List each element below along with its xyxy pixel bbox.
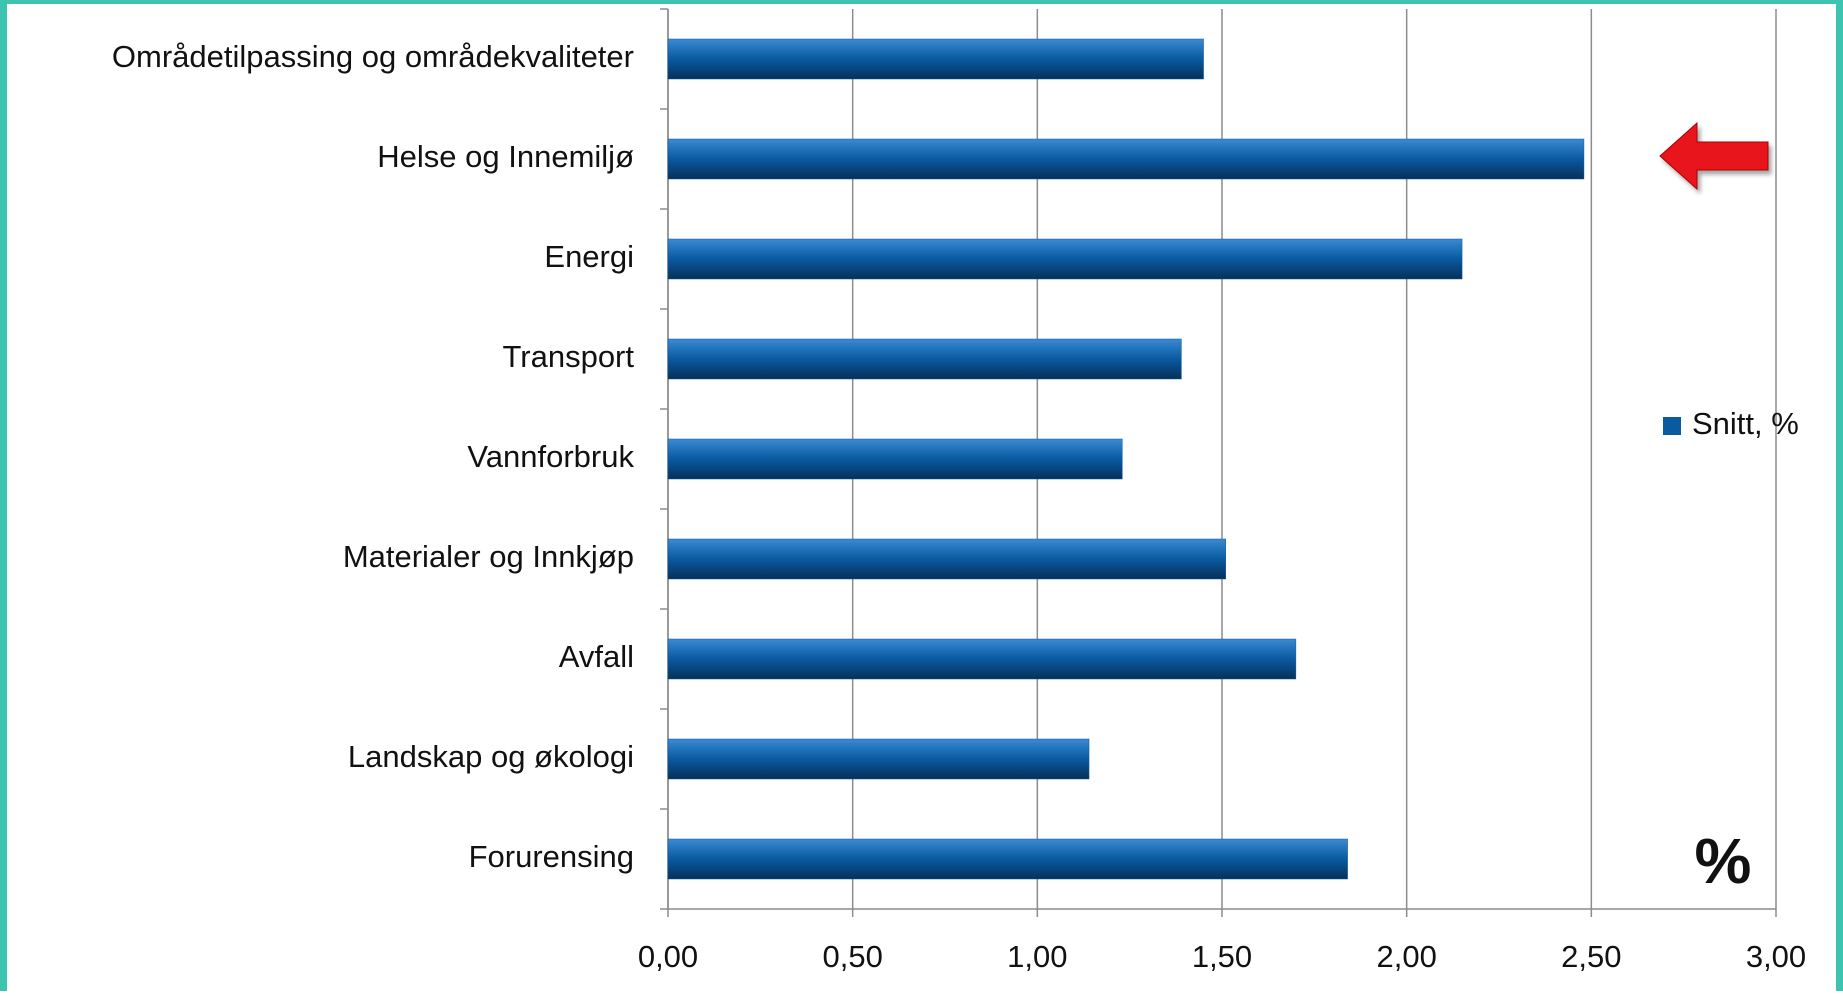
bar [667,638,1297,680]
x-tick-label: 2,50 [1561,939,1621,974]
legend-label: Snitt, % [1692,406,1799,441]
x-tick-label: 1,00 [1007,939,1067,974]
x-tick-label: 2,00 [1376,939,1436,974]
bar [667,738,1090,780]
bar [667,138,1585,180]
y-tick-label: Forurensing [469,839,634,874]
arrow [1659,121,1769,191]
y-tick-label: Helse og Innemiljø [377,139,634,174]
y-tick-label: Vannforbruk [467,439,634,474]
bar [667,38,1204,80]
x-tick-label: 0,50 [822,939,882,974]
y-tick-label: Transport [502,339,634,374]
x-tick-label: 0,00 [638,939,698,974]
border-top [0,0,1843,4]
y-tick-label: Avfall [559,639,634,674]
bar [667,338,1182,380]
bar [667,238,1463,280]
y-tick-label: Områdetilpassing og områdekvaliteter [112,39,634,74]
border-left [0,0,7,991]
annotation: % [1695,825,1752,897]
legend-swatch [1663,417,1681,435]
y-tick-label: Materialer og Innkjøp [343,539,634,574]
y-tick-label: Landskap og økologi [348,739,634,774]
bar [667,438,1123,480]
bar [667,538,1226,580]
border-right [1836,0,1843,991]
x-tick-label: 3,00 [1746,939,1806,974]
bar [667,838,1348,880]
x-tick-label: 1,50 [1192,939,1252,974]
y-tick-label: Energi [544,239,634,274]
